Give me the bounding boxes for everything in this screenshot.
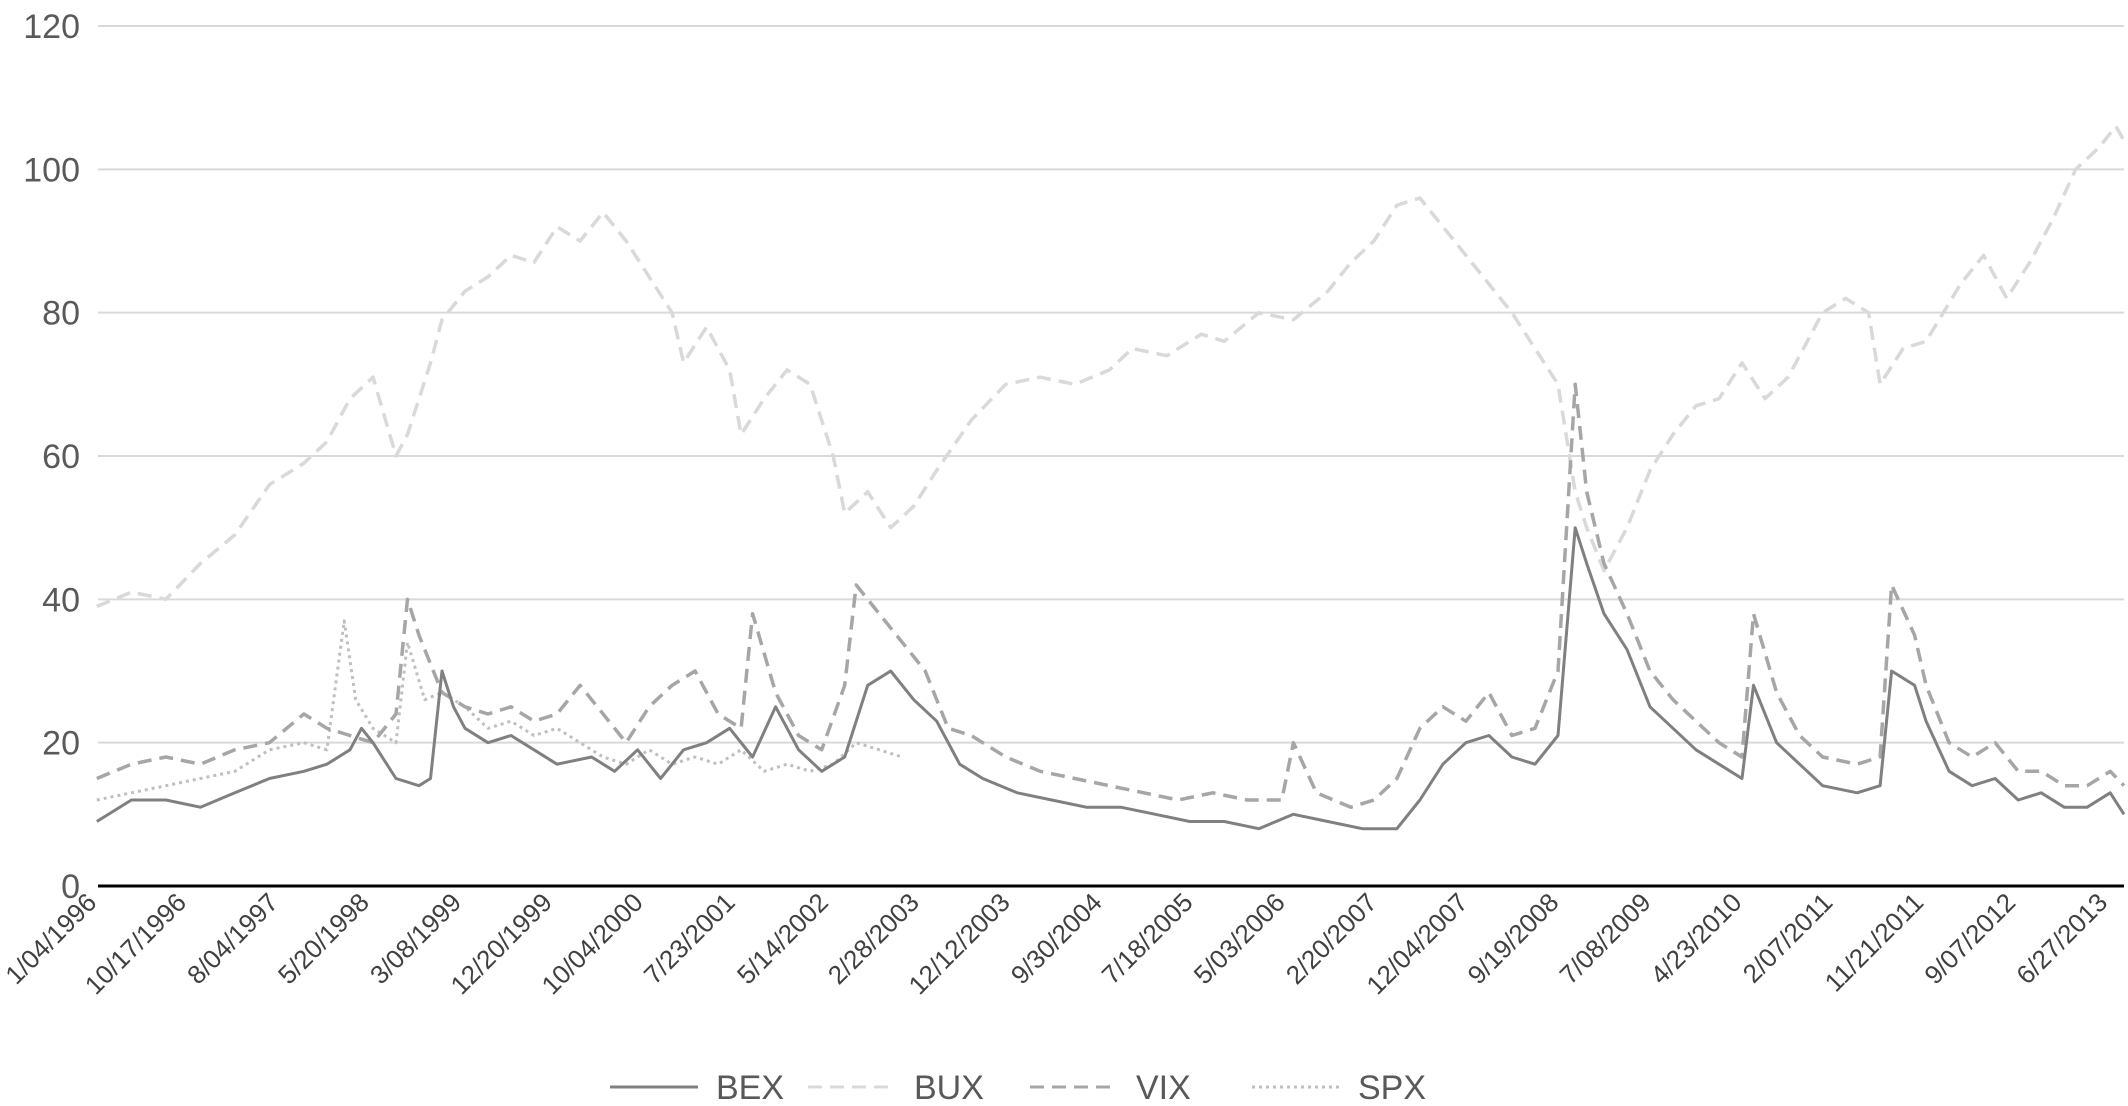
y-tick-label: 40 bbox=[42, 581, 80, 619]
series-line-bex bbox=[96, 526, 2126, 831]
x-tick-label: 4/23/2010 bbox=[1644, 887, 1747, 990]
x-tick-label: 5/03/2006 bbox=[1188, 887, 1291, 990]
y-tick-label: 0 bbox=[61, 868, 80, 906]
y-tick-label: 80 bbox=[42, 295, 80, 333]
series-lines bbox=[96, 124, 2126, 831]
x-tick-label: 8/04/1997 bbox=[181, 887, 284, 990]
legend: BEX BUX VIX SPX bbox=[610, 1069, 1426, 1106]
x-tick-label: 5/14/2002 bbox=[731, 887, 834, 990]
y-axis-tick-labels: 0 20 40 60 80 100 120 bbox=[23, 8, 80, 906]
x-axis-tick-labels: 1/04/199610/17/19968/04/19975/20/19983/0… bbox=[0, 887, 2113, 1000]
x-tick-label: 6/27/2013 bbox=[2010, 887, 2113, 990]
series-line-bux bbox=[96, 124, 2126, 609]
x-tick-label: 9/07/2012 bbox=[1918, 887, 2021, 990]
x-tick-label: 7/18/2005 bbox=[1096, 887, 1199, 990]
series-line-vix bbox=[96, 382, 2126, 809]
x-tick-label: 9/30/2004 bbox=[1005, 887, 1108, 990]
x-tick-label: 11/21/2011 bbox=[1819, 887, 1930, 998]
gridlines bbox=[98, 25, 2124, 744]
x-tick-label: 5/20/1998 bbox=[272, 887, 375, 990]
y-tick-label: 120 bbox=[23, 8, 80, 46]
y-tick-label: 100 bbox=[23, 151, 80, 189]
legend-label-bex: BEX bbox=[716, 1069, 784, 1106]
y-tick-label: 20 bbox=[42, 725, 80, 763]
legend-label-vix: VIX bbox=[1136, 1069, 1191, 1106]
x-tick-label: 7/08/2009 bbox=[1554, 887, 1657, 990]
x-tick-label: 9/19/2008 bbox=[1462, 887, 1565, 990]
legend-label-bux: BUX bbox=[914, 1069, 984, 1106]
series-line-spx bbox=[96, 619, 903, 802]
x-tick-label: 7/23/2001 bbox=[638, 887, 741, 990]
y-tick-label: 60 bbox=[42, 438, 80, 476]
legend-label-spx: SPX bbox=[1358, 1069, 1426, 1106]
